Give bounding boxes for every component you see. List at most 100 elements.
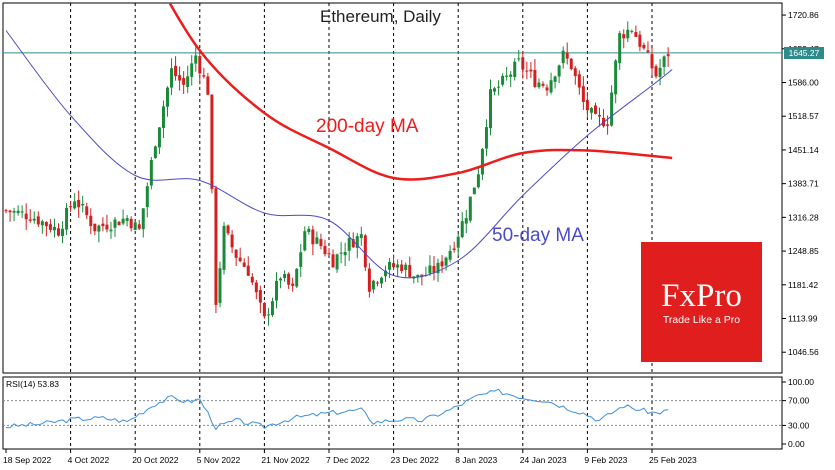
candle: [396, 259, 400, 278]
rsi-line: [5, 388, 669, 431]
candle: [517, 50, 521, 62]
candle-body: [190, 63, 194, 77]
candle-body: [517, 58, 521, 60]
y-tick-label: 1383.71: [788, 179, 819, 189]
candle-body: [178, 75, 182, 81]
y-tick-label: 1046.56: [788, 347, 819, 357]
candle: [20, 205, 24, 218]
candle: [400, 259, 404, 274]
candle: [101, 217, 105, 232]
candle-body: [404, 264, 408, 271]
candle: [666, 47, 670, 67]
candle: [129, 216, 133, 232]
x-tick-label: 8 Jan 2023: [455, 455, 497, 465]
candle: [307, 226, 311, 235]
candle: [166, 86, 169, 117]
candle-body: [174, 65, 178, 77]
candle: [32, 211, 36, 224]
y-tick-label: 1181.42: [788, 280, 818, 290]
candle-body: [472, 187, 476, 195]
candle-body: [65, 207, 69, 230]
candle-body: [480, 148, 484, 175]
candle: [40, 219, 44, 234]
candle: [371, 279, 375, 294]
candle-body: [166, 87, 169, 107]
candle: [618, 30, 622, 70]
candle: [452, 241, 456, 253]
candle: [145, 182, 149, 218]
candle: [577, 70, 581, 95]
candle-body: [258, 290, 262, 303]
candle-body: [113, 219, 117, 228]
candle-body: [20, 211, 24, 213]
candle: [581, 76, 585, 110]
candle: [493, 86, 497, 96]
candle: [432, 256, 436, 281]
candle-body: [262, 303, 266, 317]
candle: [343, 242, 347, 267]
candle: [238, 247, 242, 263]
chart-title: Ethereum, Daily: [320, 7, 441, 26]
candle-body: [573, 68, 577, 77]
candle-body: [408, 264, 412, 278]
candle: [529, 62, 533, 78]
candle-body: [101, 223, 105, 227]
candle: [327, 247, 331, 256]
candle-body: [420, 274, 424, 277]
candle-body: [468, 196, 472, 221]
rsi-pane-frame: [2, 376, 783, 450]
candle: [77, 190, 81, 218]
candle: [226, 224, 230, 236]
candle: [610, 85, 614, 127]
candle-body: [52, 226, 56, 231]
y-tick-label: 1113.99: [788, 314, 818, 324]
candle: [161, 100, 165, 138]
candle-body: [141, 208, 145, 230]
candle-body: [432, 266, 436, 273]
candle-body: [250, 276, 254, 283]
candle: [521, 51, 525, 79]
candle-body: [339, 252, 343, 254]
fxpro-logo: FxPro Trade Like a Pro: [641, 242, 762, 362]
ma200-label: 200-day MA: [316, 116, 419, 137]
candle: [472, 187, 476, 195]
rsi-y-tick-label: 30.00: [788, 420, 810, 430]
candle-body: [396, 264, 400, 268]
candle-body: [460, 221, 464, 238]
candle: [48, 219, 52, 233]
candle: [97, 224, 101, 243]
candle-body: [444, 257, 448, 266]
candle-body: [170, 68, 174, 88]
candle-body: [610, 92, 614, 126]
candle: [444, 256, 448, 271]
candle: [182, 71, 186, 94]
candle-body: [533, 69, 537, 87]
rsi-y-tick-label: 100.00: [788, 377, 814, 387]
candle: [367, 263, 371, 298]
candle-body: [545, 87, 549, 91]
candle-body: [283, 274, 287, 279]
candle: [250, 273, 254, 286]
ma50-label: 50-day MA: [492, 225, 584, 246]
candle-body: [246, 265, 250, 276]
x-tick-label: 24 Jan 2023: [520, 455, 567, 465]
candle-body: [8, 210, 12, 213]
candle: [206, 73, 210, 95]
candle-body: [214, 188, 218, 305]
candle: [662, 55, 666, 75]
candle: [541, 81, 545, 88]
candle: [448, 245, 452, 263]
candle: [363, 234, 367, 271]
candle-body: [69, 206, 73, 208]
candle-body: [254, 282, 258, 293]
candle-body: [577, 74, 581, 88]
candle-body: [117, 221, 121, 226]
candle-body: [581, 86, 585, 102]
candle: [186, 65, 190, 94]
candle-body: [359, 234, 363, 238]
candle: [392, 254, 396, 271]
candle: [513, 58, 517, 81]
candle: [222, 222, 226, 275]
candle-body: [93, 223, 97, 232]
candle-body: [537, 82, 541, 88]
